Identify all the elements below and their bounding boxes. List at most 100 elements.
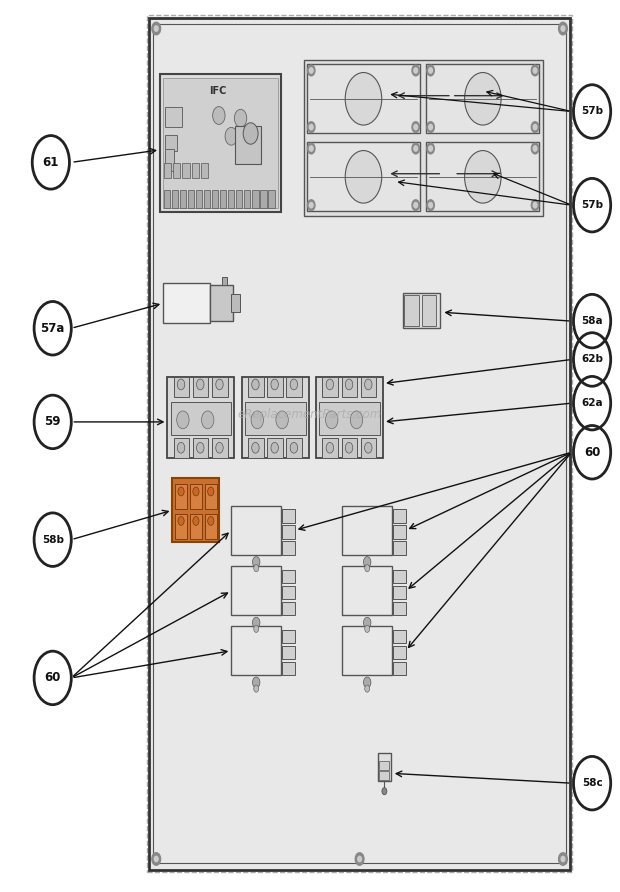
Circle shape bbox=[216, 379, 223, 390]
Bar bbox=[196, 190, 202, 208]
Circle shape bbox=[154, 26, 158, 31]
Text: 62b: 62b bbox=[581, 354, 603, 365]
Bar bbox=[322, 377, 338, 397]
Bar bbox=[248, 377, 264, 397]
Bar bbox=[248, 438, 264, 458]
Bar bbox=[378, 753, 391, 781]
Circle shape bbox=[208, 516, 214, 525]
Circle shape bbox=[326, 379, 334, 390]
Bar bbox=[163, 283, 210, 323]
Circle shape bbox=[177, 442, 185, 453]
Bar bbox=[231, 294, 240, 312]
Bar bbox=[165, 136, 177, 152]
Bar bbox=[170, 401, 231, 435]
Circle shape bbox=[429, 202, 433, 208]
Circle shape bbox=[559, 853, 567, 865]
Bar bbox=[404, 295, 419, 326]
Bar bbox=[394, 570, 406, 583]
Circle shape bbox=[414, 68, 418, 73]
Circle shape bbox=[308, 200, 315, 211]
Bar bbox=[193, 377, 208, 397]
Bar bbox=[361, 438, 376, 458]
Text: 57a: 57a bbox=[40, 322, 65, 334]
Circle shape bbox=[308, 65, 315, 76]
Bar bbox=[394, 662, 406, 675]
Bar bbox=[394, 541, 406, 555]
Bar bbox=[286, 438, 302, 458]
Bar bbox=[193, 438, 208, 458]
Circle shape bbox=[531, 121, 539, 132]
Circle shape bbox=[252, 442, 259, 453]
Circle shape bbox=[271, 379, 278, 390]
Circle shape bbox=[152, 22, 161, 35]
Circle shape bbox=[531, 65, 539, 76]
Bar bbox=[244, 190, 250, 208]
Bar bbox=[192, 163, 199, 178]
Bar bbox=[267, 377, 283, 397]
Bar bbox=[147, 15, 572, 872]
Bar bbox=[322, 438, 338, 458]
Bar bbox=[165, 107, 182, 127]
Circle shape bbox=[574, 756, 611, 810]
Bar bbox=[307, 142, 420, 211]
Bar bbox=[342, 626, 392, 675]
Circle shape bbox=[427, 144, 435, 153]
Bar bbox=[394, 602, 406, 615]
Circle shape bbox=[429, 68, 433, 73]
Circle shape bbox=[414, 202, 418, 208]
Circle shape bbox=[429, 145, 433, 152]
Circle shape bbox=[252, 677, 260, 688]
Circle shape bbox=[363, 617, 371, 628]
Circle shape bbox=[290, 442, 298, 453]
Circle shape bbox=[531, 200, 539, 211]
Circle shape bbox=[429, 124, 433, 130]
Circle shape bbox=[177, 379, 185, 390]
Circle shape bbox=[464, 151, 501, 203]
Bar bbox=[204, 190, 210, 208]
Circle shape bbox=[345, 379, 353, 390]
Circle shape bbox=[225, 128, 237, 145]
Bar bbox=[163, 78, 278, 208]
Circle shape bbox=[350, 411, 363, 429]
Bar bbox=[394, 586, 406, 599]
Bar bbox=[222, 277, 227, 285]
Circle shape bbox=[34, 395, 71, 449]
Bar bbox=[267, 438, 283, 458]
Circle shape bbox=[533, 124, 537, 130]
Bar bbox=[175, 484, 187, 509]
Bar bbox=[268, 190, 275, 208]
Text: 58a: 58a bbox=[582, 316, 603, 326]
Bar bbox=[286, 377, 302, 397]
Bar bbox=[164, 163, 171, 178]
Circle shape bbox=[243, 123, 258, 145]
Bar bbox=[165, 148, 174, 171]
Circle shape bbox=[574, 376, 611, 430]
Circle shape bbox=[154, 856, 158, 862]
Circle shape bbox=[216, 442, 223, 453]
Bar bbox=[174, 377, 189, 397]
Bar bbox=[174, 438, 189, 458]
Circle shape bbox=[252, 617, 260, 628]
Circle shape bbox=[363, 677, 371, 688]
Text: eReplacementParts.com: eReplacementParts.com bbox=[238, 409, 382, 421]
Bar bbox=[188, 190, 194, 208]
Circle shape bbox=[574, 178, 611, 232]
Bar bbox=[231, 626, 281, 675]
Bar bbox=[212, 377, 228, 397]
Circle shape bbox=[290, 379, 298, 390]
Circle shape bbox=[309, 145, 313, 152]
Circle shape bbox=[213, 107, 225, 124]
Bar bbox=[342, 377, 357, 397]
Circle shape bbox=[208, 487, 214, 496]
Bar bbox=[379, 771, 389, 780]
Circle shape bbox=[365, 625, 370, 632]
Bar bbox=[422, 295, 436, 326]
Bar bbox=[342, 566, 392, 615]
Circle shape bbox=[32, 136, 69, 189]
Bar bbox=[307, 64, 420, 133]
Bar bbox=[427, 142, 539, 211]
Circle shape bbox=[365, 565, 370, 572]
Bar bbox=[231, 566, 281, 615]
Circle shape bbox=[345, 442, 353, 453]
Circle shape bbox=[178, 487, 184, 496]
